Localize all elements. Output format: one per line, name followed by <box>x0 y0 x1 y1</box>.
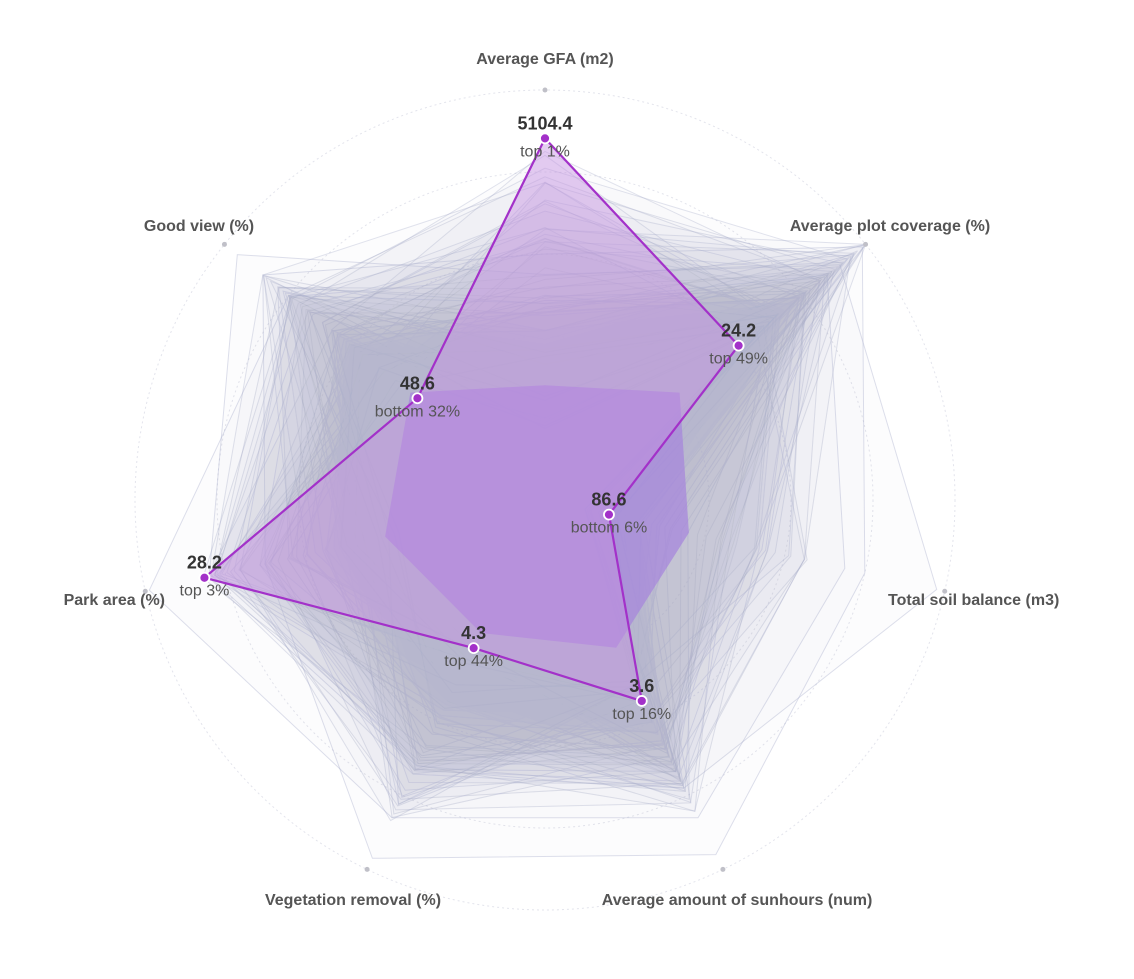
axis-label: Park area (%) <box>64 592 165 609</box>
axis-label: Total soil balance (m3) <box>888 592 1059 609</box>
highlighted-point[interactable] <box>635 695 648 707</box>
highlighted-point[interactable] <box>198 571 211 584</box>
data-value-label: 3.6 <box>629 676 654 696</box>
highlighted-point[interactable] <box>603 508 615 521</box>
dense-core-group <box>385 385 689 648</box>
data-value-label: 24.2 <box>721 321 756 341</box>
axis-label: Good view (%) <box>144 218 254 235</box>
axis-end-dot <box>221 241 227 247</box>
axis-end-dot <box>142 588 148 594</box>
value-labels: 5104.4 top 1% 24.2 top 49% 86.6 bottom 6% 3.6 t… <box>180 113 768 723</box>
data-rank-label: bottom 6% <box>571 520 647 537</box>
highlighted-series-line <box>203 137 740 703</box>
dense-core <box>385 385 689 648</box>
axis-end-dots <box>142 87 948 872</box>
grid-ring-3 <box>298 253 792 747</box>
axis-end-dot <box>720 866 726 872</box>
axis-end-dot <box>542 87 548 93</box>
axis-end-dot <box>942 588 948 594</box>
data-rank-label: top 1% <box>520 143 570 160</box>
data-value-label: 48.6 <box>400 373 435 393</box>
axis-end-dot <box>364 866 370 872</box>
axis-end-dot <box>863 241 869 247</box>
grid-ring-4 <box>216 171 874 829</box>
data-rank-label: top 49% <box>709 351 768 368</box>
axis-labels: Average GFA (m2) Average plot coverage (%… <box>64 51 1060 909</box>
data-rank-label: top 16% <box>612 706 671 723</box>
axis-label: Average GFA (m2) <box>476 51 614 68</box>
grid-ring-2 <box>380 335 710 665</box>
data-rank-label: top 3% <box>180 583 230 600</box>
highlighted-point[interactable] <box>411 392 424 405</box>
data-value-label: 28.2 <box>187 553 222 573</box>
data-value-label: 86.6 <box>591 490 626 510</box>
data-rank-label: top 44% <box>444 653 503 670</box>
data-value-label: 4.3 <box>461 623 486 643</box>
axis-label: Average amount of sunhours (num) <box>602 892 873 909</box>
highlighted-point[interactable] <box>539 132 551 145</box>
highlighted-point[interactable] <box>732 339 745 352</box>
highlighted-series-group <box>198 132 745 707</box>
highlighted-point[interactable] <box>467 642 480 655</box>
data-value-label: 5104.4 <box>517 113 572 133</box>
axis-label: Average plot coverage (%) <box>790 218 990 235</box>
data-rank-label: bottom 32% <box>375 403 460 420</box>
axis-label: Vegetation removal (%) <box>265 892 441 909</box>
